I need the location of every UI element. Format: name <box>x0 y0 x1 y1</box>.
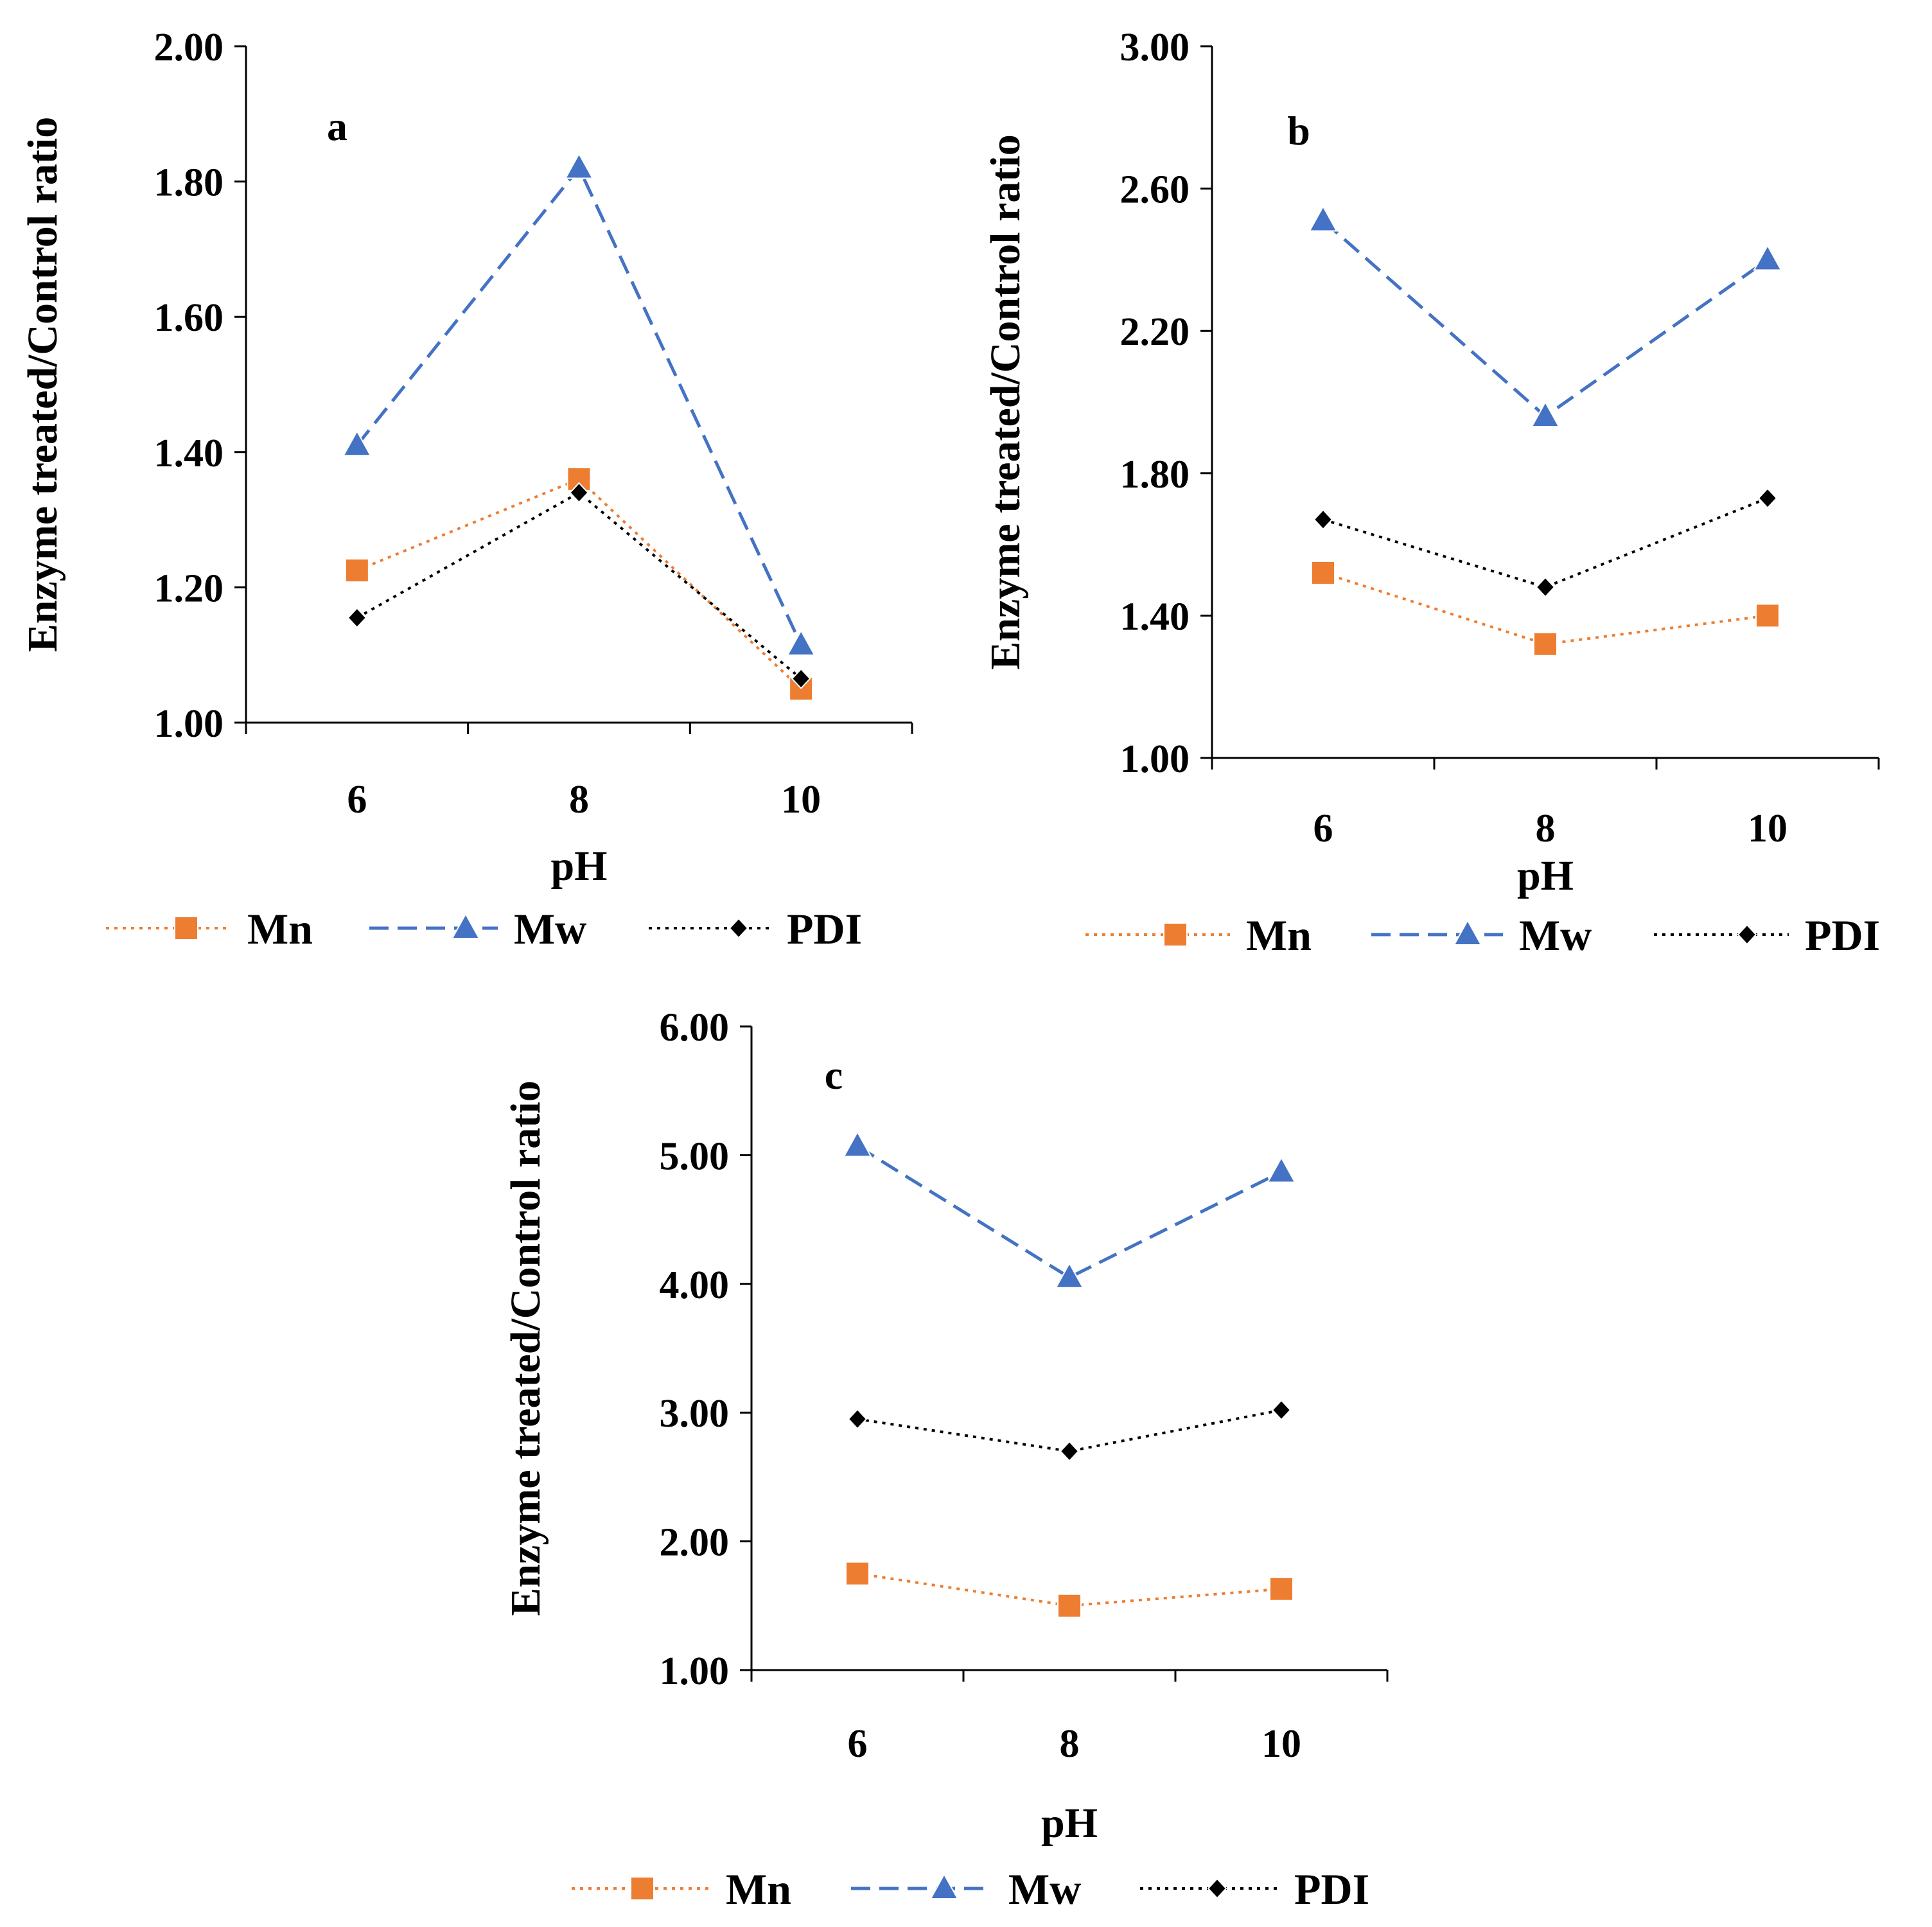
data-point-mn <box>845 1561 870 1586</box>
data-point-pdi <box>791 668 811 690</box>
y-axis-title: Enzyme treated/Control ratio <box>502 1080 549 1615</box>
data-point-pdi <box>1313 509 1333 531</box>
y-tick-label: 4.00 <box>660 1263 730 1307</box>
x-tick-label: 10 <box>781 778 821 822</box>
legend-marker-pdi <box>1737 924 1757 946</box>
chart-panel-c: 1.00 2.00 3.00 4.00 5.00 6.00 6 8 10 pH Enzyme tre… <box>502 1006 1389 1914</box>
series-line-mw <box>1322 219 1769 419</box>
y-axis-title: Enzyme treated/Control ratio <box>982 134 1029 669</box>
y-tick-label: 2.60 <box>1120 168 1190 212</box>
series-line-mn <box>356 477 802 690</box>
data-point-mn <box>344 558 369 583</box>
y-tick-label: 2.00 <box>660 1521 730 1565</box>
data-point-mw <box>786 629 816 656</box>
data-point-pdi <box>1271 1399 1292 1421</box>
legend-label-mw: Mw <box>1008 1865 1081 1914</box>
data-point-pdi <box>1059 1440 1080 1462</box>
data-point-mw <box>1753 244 1782 271</box>
panel-label: a <box>327 103 347 149</box>
x-tick-label: 6 <box>1313 807 1333 850</box>
data-point-pdi <box>1535 576 1556 598</box>
data-point-mw <box>1267 1156 1296 1183</box>
legend-marker-pdi <box>1207 1878 1227 1899</box>
data-point-mn <box>1755 603 1780 628</box>
x-axis-title: pH <box>1041 1800 1098 1847</box>
y-tick-label: 2.00 <box>154 26 224 69</box>
x-tick-label: 10 <box>1261 1722 1301 1766</box>
x-tick-label: 10 <box>1748 807 1787 850</box>
series-line-mw <box>856 1145 1283 1280</box>
chart-panel-a: 1.00 1.20 1.40 1.60 1.80 2.00 6 8 10 pH Enzyme tre… <box>19 26 913 953</box>
legend-label-mw: Mw <box>1519 911 1592 960</box>
data-point-mw <box>1308 205 1338 232</box>
y-tick-label: 1.00 <box>1120 737 1190 781</box>
legend-label-pdi: PDI <box>1805 911 1880 960</box>
y-tick-label: 1.80 <box>1120 453 1190 497</box>
x-axis-title: pH <box>1517 852 1574 899</box>
legend-label-mw: Mw <box>514 904 586 953</box>
legend-marker-mn <box>630 1876 654 1901</box>
data-point-pdi <box>1757 488 1778 509</box>
data-point-mw <box>843 1131 872 1157</box>
y-tick-label: 6.00 <box>660 1006 730 1050</box>
y-tick-label: 1.40 <box>154 432 224 475</box>
panel-label: c <box>825 1052 843 1098</box>
x-axis-title: pH <box>550 843 607 890</box>
x-tick-label: 8 <box>569 778 589 822</box>
legend-marker-mn <box>1163 922 1188 947</box>
legend-label-mn: Mn <box>1246 911 1312 960</box>
y-tick-label: 3.00 <box>660 1392 730 1436</box>
y-tick-label: 1.00 <box>660 1650 730 1693</box>
x-tick-label: 6 <box>347 778 367 822</box>
y-tick-label: 1.00 <box>154 702 224 746</box>
legend-label-mn: Mn <box>726 1865 791 1914</box>
data-point-mw <box>1055 1262 1084 1289</box>
legend-marker-mw <box>451 912 480 939</box>
panel-label: b <box>1287 108 1310 154</box>
series-line-mw <box>355 164 803 646</box>
legend-marker-mn <box>174 916 198 940</box>
data-point-mn <box>1533 631 1558 656</box>
data-point-mn <box>1269 1576 1294 1601</box>
legend-label-pdi: PDI <box>787 904 862 953</box>
data-point-mw <box>564 152 594 179</box>
legend-marker-mw <box>1453 919 1482 946</box>
y-tick-label: 1.80 <box>154 161 224 205</box>
y-tick-label: 5.00 <box>660 1134 730 1178</box>
data-point-pdi <box>569 482 589 504</box>
y-tick-label: 1.40 <box>1120 595 1190 638</box>
data-point-mn <box>1311 560 1335 585</box>
series-line-pdi <box>356 491 802 680</box>
y-axis-title: Enzyme treated/Control ratio <box>19 117 66 652</box>
data-point-mn <box>1057 1593 1082 1618</box>
x-tick-label: 6 <box>848 1722 868 1766</box>
y-tick-label: 3.00 <box>1120 26 1190 69</box>
data-point-pdi <box>347 607 367 629</box>
legend-label-pdi: PDI <box>1294 1865 1369 1914</box>
data-point-mw <box>1531 401 1560 428</box>
x-tick-label: 8 <box>1536 807 1556 850</box>
legend-marker-pdi <box>728 917 749 939</box>
y-tick-label: 2.20 <box>1120 310 1190 354</box>
series-line-mn <box>1322 572 1768 646</box>
legend-label-mn: Mn <box>247 904 313 953</box>
series-line-pdi <box>1322 497 1768 589</box>
data-point-pdi <box>847 1408 868 1430</box>
y-tick-label: 1.60 <box>154 296 224 340</box>
chart-panel-b: 1.00 1.40 1.80 2.20 2.60 3.00 6 8 10 pH Enzyme tre… <box>982 26 1880 960</box>
data-point-mw <box>342 430 372 457</box>
y-tick-label: 1.20 <box>154 567 224 610</box>
x-tick-label: 8 <box>1060 1722 1080 1766</box>
legend-marker-mw <box>929 1872 959 1899</box>
